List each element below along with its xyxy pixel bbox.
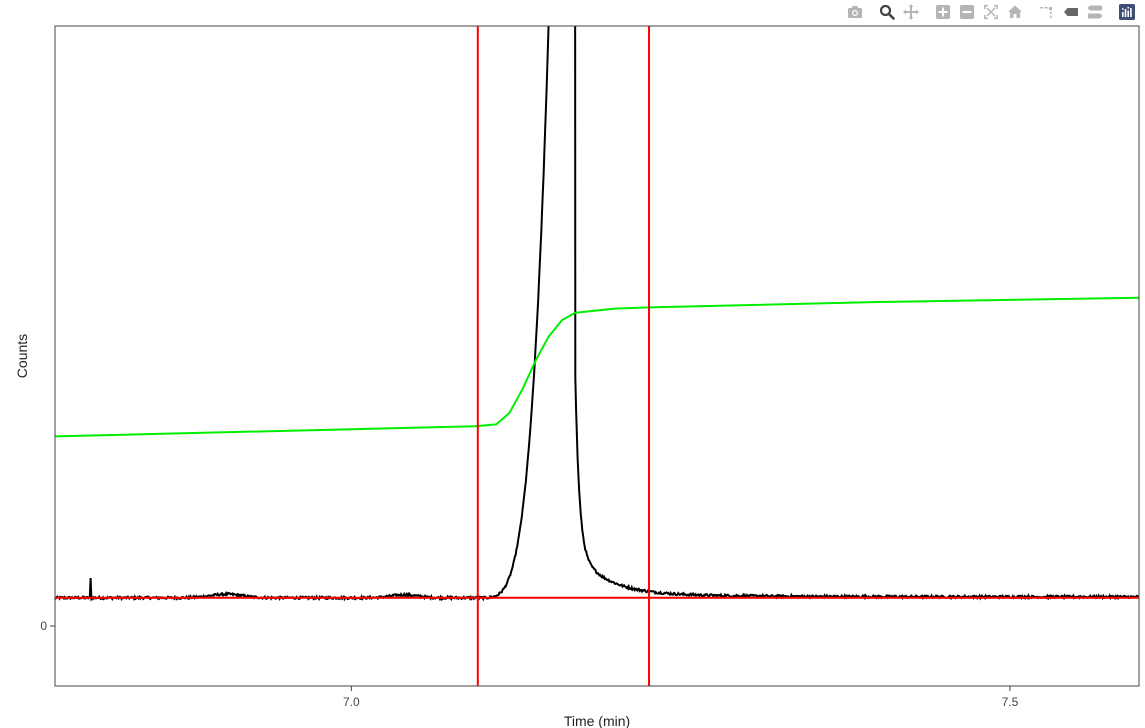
zoom-out-icon[interactable] xyxy=(955,3,979,21)
home-icon[interactable] xyxy=(1003,3,1027,21)
zoom-in-icon[interactable] xyxy=(931,3,955,21)
chromatogram-line xyxy=(55,26,1139,602)
plotly-logo-icon[interactable] xyxy=(1115,3,1139,21)
hover-closest-icon[interactable] xyxy=(1059,3,1083,21)
plot-frame xyxy=(54,25,1140,687)
plot-area[interactable] xyxy=(55,26,1139,686)
zoom-icon[interactable] xyxy=(875,3,899,21)
autoscale-icon[interactable] xyxy=(979,3,1003,21)
x-tick-label: 7.0 xyxy=(343,695,360,709)
x-axis-title: Time (min) xyxy=(564,713,630,728)
y-axis-title: Counts xyxy=(14,334,30,378)
plot-modebar xyxy=(843,3,1139,21)
hover-compare-icon[interactable] xyxy=(1083,3,1107,21)
camera-icon[interactable] xyxy=(843,3,867,21)
spike-lines-icon[interactable] xyxy=(1035,3,1059,21)
x-tick-label: 7.5 xyxy=(1002,695,1019,709)
y-tick-label: 0 xyxy=(40,619,47,633)
pan-icon[interactable] xyxy=(899,3,923,21)
